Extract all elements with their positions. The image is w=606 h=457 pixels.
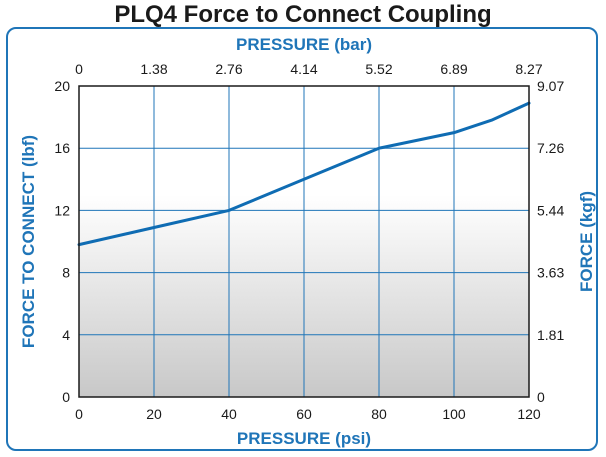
y-right-tick-label: 5.44 [537,202,564,218]
chart-title: PLQ4 Force to Connect Coupling [114,1,492,28]
y-tick-label: 16 [54,140,70,156]
x-top-tick-label: 2.76 [215,61,242,77]
y-tick-label: 12 [54,202,70,218]
y-axis-title: FORCE TO CONNECT (lbf) [19,135,38,348]
x-tick-label: 100 [442,406,466,422]
x-tick-label: 120 [517,406,541,422]
y-right-tick-label: 9.07 [537,78,564,94]
y-right-tick-label: 7.26 [537,140,564,156]
plot-border [78,85,530,398]
y-right-tick-label: 1.81 [537,327,564,343]
y-right-tick-label: 3.63 [537,265,564,281]
x-top-tick-label: 8.27 [515,61,542,77]
series-line [77,101,531,247]
x-axis-title: PRESSURE (psi) [237,429,371,448]
x-tick-label: 0 [75,406,83,422]
y-tick-label: 8 [62,265,70,281]
x-top-tick-label: 1.38 [140,61,167,77]
x-tick-label: 80 [371,406,387,422]
x-top-tick-label: 5.52 [365,61,392,77]
x-top-tick-label: 0 [75,61,83,77]
x-tick-label: 20 [146,406,162,422]
y-tick-label: 4 [62,327,70,343]
x-top-tick-label: 6.89 [440,61,467,77]
x-tick-label: 40 [221,406,237,422]
x-top-tick-label: 4.14 [290,61,317,77]
y-tick-label: 20 [54,78,70,94]
y-right-tick-label: 0 [537,389,545,405]
y-right-axis-title: FORCE (kgf) [577,191,596,292]
x-tick-label: 60 [296,406,312,422]
y-tick-label: 0 [62,389,70,405]
x-top-axis-title: PRESSURE (bar) [236,35,372,54]
